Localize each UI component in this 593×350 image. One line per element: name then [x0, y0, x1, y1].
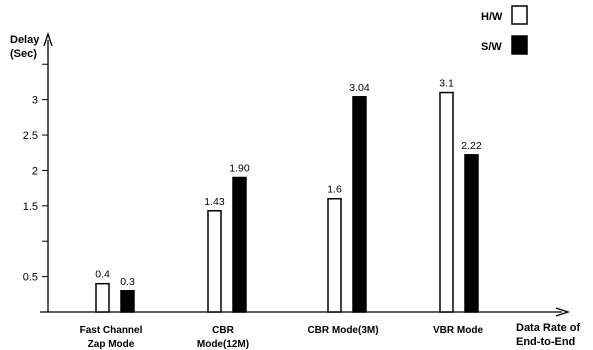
y-axis-arrow	[43, 31, 53, 47]
data-label: 0.3	[120, 276, 135, 288]
y-tick-label: 2	[32, 165, 38, 177]
data-label: 3.04	[349, 82, 370, 94]
y-tick-label: 1.5	[23, 201, 38, 213]
data-label: 1.90	[229, 163, 250, 175]
x-axis-arrow	[555, 307, 571, 317]
bar	[232, 176, 247, 313]
legend-label-hw: H/W	[481, 11, 503, 23]
data-label: 2.22	[461, 140, 482, 152]
legend-label-sw: S/W	[481, 41, 502, 53]
bar	[352, 96, 367, 313]
category-label: VBR Mode	[433, 325, 483, 336]
y-axis-title-line2: (Sec)	[10, 48, 37, 60]
bars: 0.4 1.43 1.6 3.1 0.3 1.90 3.04 2.22	[95, 78, 482, 313]
bar	[95, 282, 110, 313]
x-axis-title-line2: End-to-End	[516, 336, 575, 348]
y-tick-label: 2.5	[23, 130, 38, 142]
bar	[207, 210, 222, 313]
bar	[464, 154, 479, 313]
x-axis-title-line1: Data Rate of	[516, 322, 581, 334]
category-labels: Fast Channel Zap Mode CBR Mode(12M) CBR Mode…	[80, 325, 484, 350]
category-label: CBR	[212, 325, 234, 336]
category-label: Zap Mode	[88, 339, 135, 350]
y-tick-label: 3	[32, 95, 38, 107]
legend-swatch-hw	[511, 5, 528, 25]
bar	[327, 197, 342, 313]
bar	[120, 290, 135, 313]
data-label: 1.6	[327, 184, 342, 196]
data-label: 3.1	[439, 78, 454, 90]
data-label: 1.43	[204, 196, 225, 208]
y-axis-title-line1: Delay	[10, 34, 40, 46]
bar	[439, 91, 454, 313]
y-tick-label: 0.5	[23, 272, 38, 284]
legend-swatch-sw	[511, 35, 528, 55]
category-label: CBR Mode(3M)	[307, 325, 378, 336]
category-label: Mode(12M)	[197, 339, 249, 350]
category-label: Fast Channel	[80, 325, 143, 336]
data-label: 0.4	[95, 269, 110, 281]
y-ticks: 0.5 1.5 2 2.5 3	[23, 63, 48, 284]
